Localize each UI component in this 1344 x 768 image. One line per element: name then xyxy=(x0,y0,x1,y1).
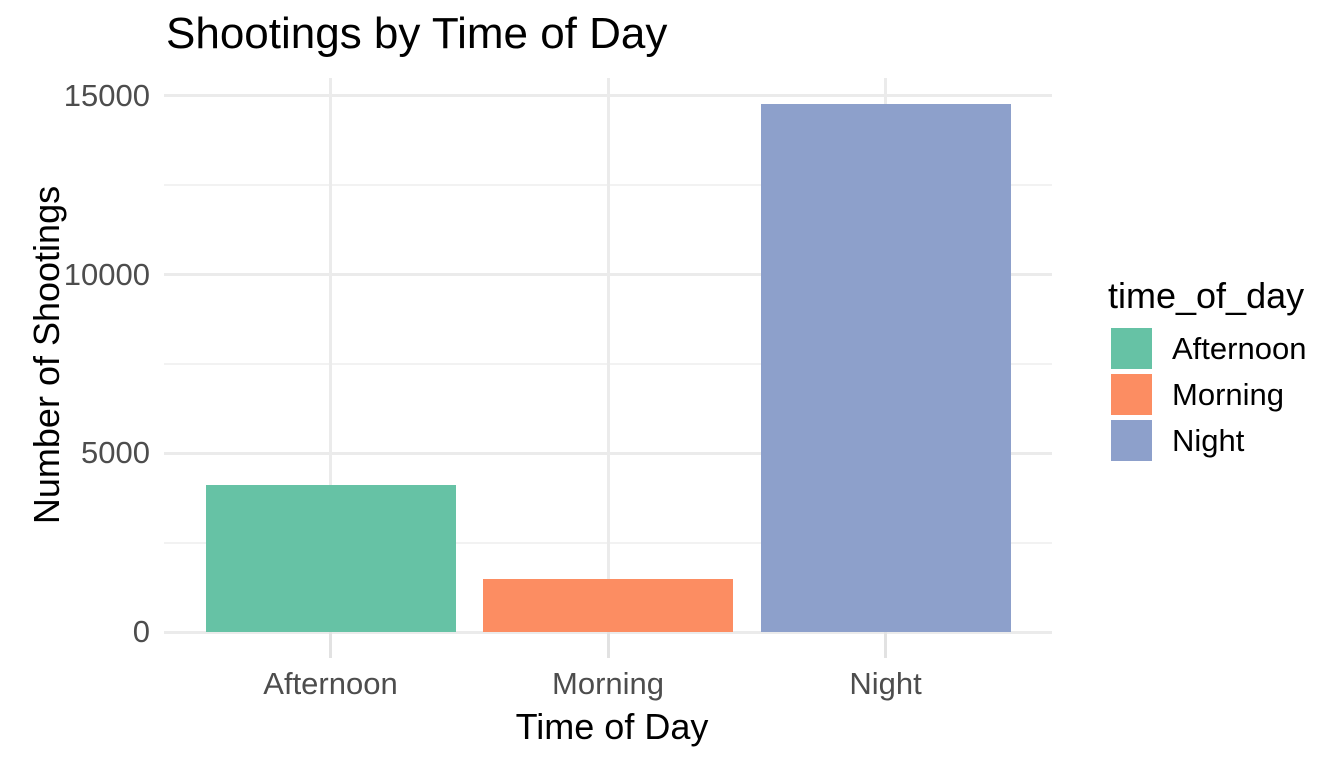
x-axis-tick-mark xyxy=(329,632,332,658)
x-axis-title: Time of Day xyxy=(515,706,709,747)
legend-swatch-morning xyxy=(1111,374,1152,415)
x-axis-tick-mark xyxy=(606,632,610,658)
legend-entry-night: Night xyxy=(1111,420,1306,461)
legend-swatch-night xyxy=(1111,420,1152,461)
y-axis-title: Number of Shootings xyxy=(26,185,67,525)
x-tick-label-morning: Morning xyxy=(552,666,664,701)
bar-night xyxy=(760,104,1011,632)
legend-entry-afternoon: Afternoon xyxy=(1111,328,1306,369)
legend-swatch-afternoon xyxy=(1111,328,1152,369)
legend: Afternoon Morning Night xyxy=(1111,328,1306,466)
y-tick-label-15000: 15000 xyxy=(63,77,150,113)
legend-title: time_of_day xyxy=(1108,275,1305,316)
legend-label: Night xyxy=(1172,423,1245,458)
y-tick-label-5000: 5000 xyxy=(81,435,150,471)
legend-entry-morning: Morning xyxy=(1111,374,1306,415)
y-tick-label-0: 0 xyxy=(132,614,150,649)
legend-label: Afternoon xyxy=(1172,331,1307,366)
x-tick-label-afternoon: Afternoon xyxy=(263,666,398,701)
bar-afternoon xyxy=(205,485,456,632)
y-tick-label-10000: 10000 xyxy=(63,256,150,292)
legend-label: Morning xyxy=(1172,377,1284,412)
gridline-v-major xyxy=(329,78,332,632)
bar-morning xyxy=(483,579,733,632)
chart-title: Shootings by Time of Day xyxy=(166,9,668,58)
x-tick-label-night: Night xyxy=(849,666,922,701)
x-axis-tick-mark xyxy=(884,632,887,658)
gridline-v-major xyxy=(606,78,610,632)
